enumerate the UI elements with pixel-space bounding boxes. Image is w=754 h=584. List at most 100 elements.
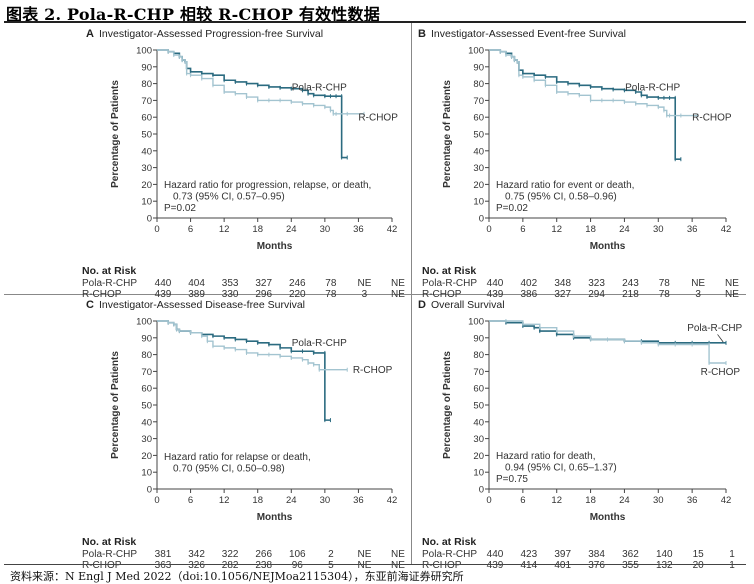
series-label-pola-r-chp: Pola-R-CHP <box>292 82 347 93</box>
y-axis-label: Percentage of Patients <box>110 80 121 188</box>
y-tick-label: 70 <box>473 96 484 107</box>
y-tick-label: 100 <box>136 317 152 328</box>
panel-d-chart: D Overall Survival01020304050607080901000… <box>418 299 743 571</box>
hazard-ratio-annotation: 0.94 (95% CI, 0.65–1.37) <box>505 463 617 474</box>
y-tick-label: 10 <box>473 468 484 479</box>
title-rule <box>4 21 746 23</box>
y-tick-label: 50 <box>141 130 152 141</box>
series-label-r-chop: R-CHOP <box>353 365 393 376</box>
risk-table-cell: 140 <box>656 549 673 560</box>
x-tick-label: 0 <box>154 224 159 235</box>
hazard-ratio-annotation: Hazard ratio for progression, relapse, o… <box>164 180 371 191</box>
y-tick-label: 100 <box>468 46 484 57</box>
hazard-ratio-annotation: Hazard ratio for event or death, <box>496 180 634 191</box>
x-tick-label: 36 <box>353 224 364 235</box>
risk-table-cell: 218 <box>622 289 639 300</box>
series-label-pola-r-chp: Pola-R-CHP <box>687 323 742 334</box>
hazard-ratio-annotation: 0.75 (95% CI, 0.58–0.96) <box>505 192 617 203</box>
panel-letter: A <box>86 28 94 40</box>
risk-table-cell: NE <box>725 289 739 300</box>
risk-table-cell: 106 <box>289 549 306 560</box>
risk-table-row-label: Pola-R-CHP <box>82 549 137 560</box>
risk-table-cell: 423 <box>521 549 538 560</box>
x-tick-label: 0 <box>486 495 491 506</box>
y-tick-label: 10 <box>141 468 152 479</box>
y-tick-label: 0 <box>479 485 484 496</box>
y-axis-label: Percentage of Patients <box>110 351 121 459</box>
panel-b-chart: B Investigator-Assessed Event-free Surviv… <box>418 28 739 300</box>
series-label-pola-r-chp: Pola-R-CHP <box>625 82 680 93</box>
risk-table-cell: NE <box>725 278 739 289</box>
y-tick-label: 60 <box>141 113 152 124</box>
risk-table-header: No. at Risk <box>82 265 136 277</box>
y-tick-label: 90 <box>473 333 484 344</box>
x-tick-label: 24 <box>619 224 630 235</box>
x-tick-label: 18 <box>252 224 263 235</box>
risk-table-header: No. at Risk <box>422 536 476 548</box>
risk-table-cell: 327 <box>554 289 571 300</box>
survival-curve-pola-r-chp <box>489 49 681 160</box>
risk-table-cell: NE <box>391 560 405 571</box>
panel-title: Investigator-Assessed Progression-free S… <box>99 28 323 40</box>
y-tick-label: 30 <box>473 163 484 174</box>
figure-title: 图表 2. Pola-R-CHP 相较 R-CHOP 有效性数据 <box>6 5 380 24</box>
y-tick-label: 40 <box>473 417 484 428</box>
risk-table-cell: 355 <box>622 560 639 571</box>
risk-table-cell: 440 <box>487 278 504 289</box>
y-tick-label: 30 <box>141 434 152 445</box>
risk-table-cell: 384 <box>588 549 605 560</box>
y-tick-label: 40 <box>141 146 152 157</box>
y-tick-label: 100 <box>468 317 484 328</box>
panel-title: Investigator-Assessed Event-free Surviva… <box>431 28 626 40</box>
y-tick-label: 90 <box>473 62 484 73</box>
survival-curve-pola-r-chp <box>157 320 331 421</box>
x-axis-label: Months <box>590 241 626 252</box>
risk-table-cell: 402 <box>521 278 538 289</box>
risk-table-row-label: R-CHOP <box>82 289 122 300</box>
risk-table-cell: NE <box>357 278 371 289</box>
series-label-leader <box>717 334 724 343</box>
x-tick-label: 42 <box>387 495 398 506</box>
risk-table-cell: 5 <box>328 560 334 571</box>
risk-table-cell: NE <box>391 289 405 300</box>
x-tick-label: 36 <box>687 495 698 506</box>
risk-table-cell: 363 <box>155 560 172 571</box>
risk-table-cell: NE <box>357 549 371 560</box>
y-tick-label: 90 <box>141 62 152 73</box>
risk-table-cell: NE <box>391 278 405 289</box>
hazard-ratio-annotation: 0.73 (95% CI, 0.57–0.95) <box>173 192 285 203</box>
y-tick-label: 70 <box>473 367 484 378</box>
risk-table-cell: 220 <box>289 289 306 300</box>
y-axis-label: Percentage of Patients <box>442 80 453 188</box>
risk-table-row-label: R-CHOP <box>422 560 462 571</box>
survival-curve-pola-r-chp <box>157 49 348 159</box>
risk-table-row-label: Pola-R-CHP <box>422 278 477 289</box>
risk-table-cell: 1 <box>729 560 735 571</box>
risk-table-cell: 1 <box>729 549 735 560</box>
y-tick-label: 80 <box>473 79 484 90</box>
x-tick-label: 36 <box>353 495 364 506</box>
risk-table-cell: 78 <box>325 278 337 289</box>
source-rule <box>4 564 746 565</box>
risk-table-cell: 330 <box>222 289 239 300</box>
risk-table-cell: 348 <box>554 278 571 289</box>
risk-table-cell: 322 <box>222 549 239 560</box>
panel-letter: C <box>86 299 94 311</box>
risk-table-cell: 397 <box>554 549 571 560</box>
x-tick-label: 0 <box>154 495 159 506</box>
x-tick-label: 6 <box>520 495 525 506</box>
x-tick-label: 42 <box>721 224 732 235</box>
panel-a-chart: A Investigator-Assessed Progression-free … <box>82 28 405 300</box>
risk-table-cell: 294 <box>588 289 605 300</box>
x-axis-label: Months <box>257 512 293 523</box>
hazard-ratio-annotation: P=0.02 <box>164 203 196 214</box>
x-tick-label: 12 <box>551 495 562 506</box>
risk-table-cell: NE <box>391 549 405 560</box>
risk-table-cell: 376 <box>588 560 605 571</box>
risk-table-cell: 296 <box>255 289 272 300</box>
series-label-r-chop: R-CHOP <box>701 367 741 378</box>
risk-table-cell: 243 <box>622 278 639 289</box>
risk-table-row-label: Pola-R-CHP <box>82 278 137 289</box>
y-tick-label: 30 <box>473 434 484 445</box>
y-tick-label: 20 <box>473 451 484 462</box>
